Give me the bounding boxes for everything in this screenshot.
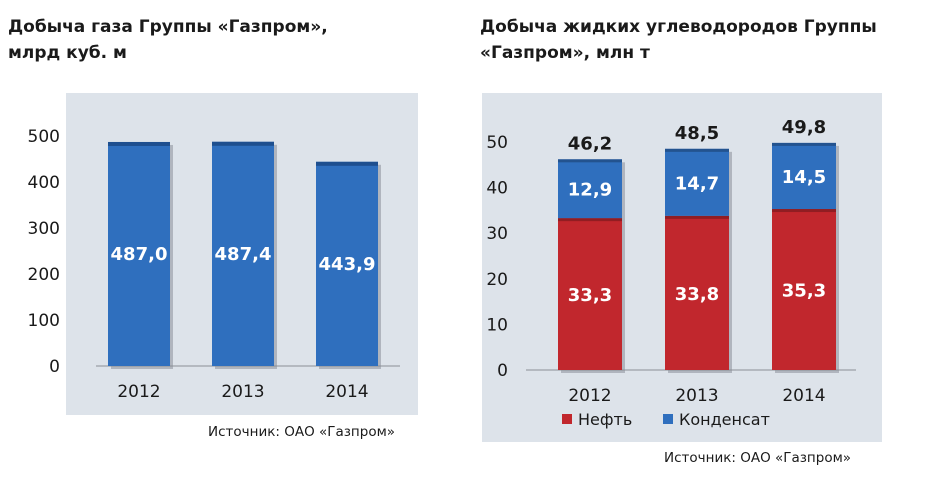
y-tick-label-liquids: 50: [486, 133, 508, 153]
chart-title-liquids-line-1: Добыча жидких углеводородов Группы: [480, 17, 877, 37]
chart-title-gas-line-2: млрд куб. м: [8, 43, 127, 63]
chart-title-liquids-line-2: «Газпром», млн т: [480, 43, 650, 63]
bar-top-edge-gas: [108, 141, 170, 146]
bar-value-label-gas: 443,9: [319, 254, 376, 275]
condensate-value-label: 14,7: [675, 173, 719, 194]
legend-label-condensate: Конденсат: [679, 410, 770, 429]
y-tick-label-liquids: 0: [497, 361, 508, 381]
condensate-value-label: 14,5: [782, 167, 826, 188]
bar-segment-oil: [665, 215, 729, 370]
y-tick-label-gas: 500: [28, 127, 60, 147]
y-tick-label-gas: 0: [49, 357, 60, 377]
total-value-label: 49,8: [782, 117, 826, 138]
bar-gas: [316, 161, 378, 366]
y-tick-label-liquids: 20: [486, 270, 508, 290]
y-tick-label-gas: 300: [28, 219, 60, 239]
x-tick-label-liquids: 2014: [782, 386, 825, 406]
legend-label-oil: Нефть: [578, 410, 632, 429]
bar-top-edge-gas: [316, 161, 378, 166]
chart-title-gas-line-1: Добыча газа Группы «Газпром»,: [8, 17, 328, 37]
bar-segment-oil: [772, 209, 836, 370]
bar-segment-condensate: [772, 142, 836, 210]
y-tick-label-liquids: 40: [486, 179, 508, 199]
x-tick-label-liquids: 2012: [568, 386, 611, 406]
bar-segment-condensate: [665, 148, 729, 216]
condensate-value-label: 12,9: [568, 180, 612, 201]
bar-segment-condensate-top-edge: [772, 142, 836, 146]
x-tick-label-liquids: 2013: [675, 386, 718, 406]
y-tick-label-liquids: 30: [486, 224, 508, 244]
oil-value-label: 33,8: [675, 284, 719, 305]
source-note-liquids: Источник: ОАО «Газпром»: [664, 450, 852, 466]
bar-segment-oil-top-edge: [665, 215, 729, 219]
chart-title-gas: Добыча газа Группы «Газпром», млрд куб. …: [8, 14, 328, 66]
oil-value-label: 35,3: [782, 281, 826, 302]
legend-swatch-oil: [562, 414, 572, 424]
total-value-label: 46,2: [568, 133, 612, 154]
bar-top-edge-gas: [212, 141, 274, 146]
chart-title-liquids: Добыча жидких углеводородов Группы «Газп…: [480, 14, 877, 66]
bar-value-label-gas: 487,4: [215, 244, 272, 265]
legend-swatch-condensate: [663, 414, 673, 424]
bar-segment-condensate-top-edge: [665, 148, 729, 152]
bar-gas: [108, 141, 170, 366]
x-tick-label-gas: 2012: [117, 382, 160, 402]
bar-gas: [212, 141, 274, 366]
y-tick-label-gas: 100: [28, 311, 60, 331]
bar-segment-condensate-top-edge: [558, 159, 622, 163]
y-tick-label-liquids: 10: [486, 315, 508, 335]
y-tick-label-gas: 200: [28, 265, 60, 285]
x-tick-label-gas: 2013: [221, 382, 264, 402]
x-tick-label-gas: 2014: [325, 382, 368, 402]
bar-segment-oil-top-edge: [558, 218, 622, 222]
source-note-gas: Источник: ОАО «Газпром»: [208, 424, 396, 440]
bar-segment-condensate: [558, 159, 622, 219]
bar-value-label-gas: 487,0: [111, 244, 168, 265]
oil-value-label: 33,3: [568, 285, 612, 306]
y-tick-label-gas: 400: [28, 173, 60, 193]
bar-segment-oil: [558, 218, 622, 370]
total-value-label: 48,5: [675, 123, 719, 144]
bar-segment-oil-top-edge: [772, 209, 836, 213]
